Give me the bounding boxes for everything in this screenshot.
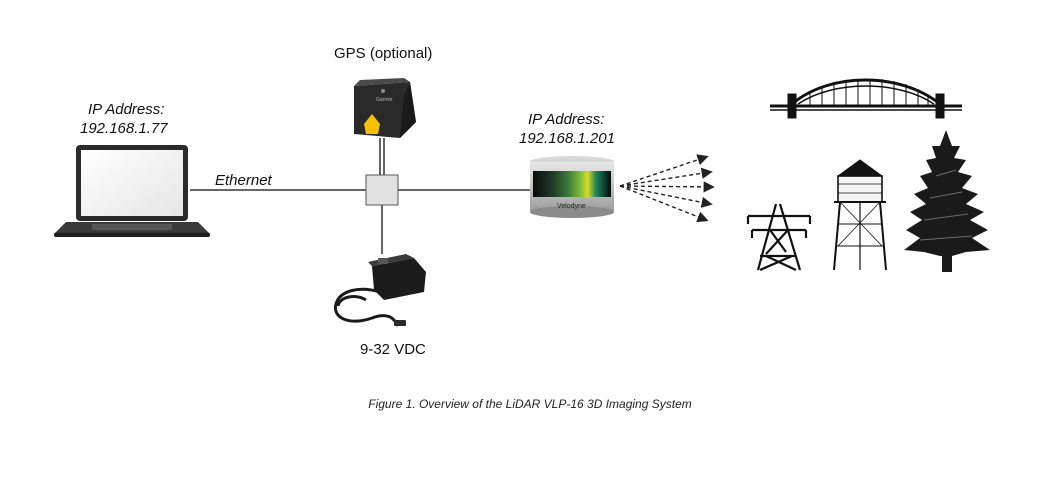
laptop-ip-label: IP Address:: [88, 101, 165, 118]
laser-ray-2: [619, 167, 713, 187]
power-adapter-icon: [334, 254, 426, 327]
figure-caption: Figure 1. Overview of the LiDAR VLP-16 3…: [368, 397, 692, 411]
laser-ray-5: [619, 185, 709, 223]
power-label: 9-32 VDC: [360, 341, 426, 358]
laser-rays: [619, 154, 715, 223]
lidar-ip-label: IP Address:: [528, 111, 605, 128]
connection-lines: [190, 138, 530, 254]
pine-tree-icon: [904, 130, 990, 272]
water-tower-icon: [833, 159, 887, 271]
lidar-sensor-icon: Velodyne: [530, 156, 614, 218]
gps-receiver-icon: Garmin: [354, 78, 416, 138]
laser-ray-3: [619, 181, 715, 193]
laser-ray-4: [619, 185, 713, 208]
lidar-ip-value: 192.168.1.201: [519, 130, 615, 147]
laptop-icon: [54, 145, 210, 237]
ethernet-label: Ethernet: [215, 172, 272, 189]
laptop-ip-value: 192.168.1.77: [80, 120, 168, 137]
junction-box: [365, 174, 399, 206]
lidar-brand-text: Velodyne: [557, 203, 586, 210]
transmission-tower-icon: [746, 203, 812, 272]
gps-brand-text: Garmin: [376, 97, 393, 103]
laser-ray-1: [619, 154, 709, 187]
bridge-icon: [770, 78, 962, 119]
gps-label: GPS (optional): [334, 45, 433, 62]
